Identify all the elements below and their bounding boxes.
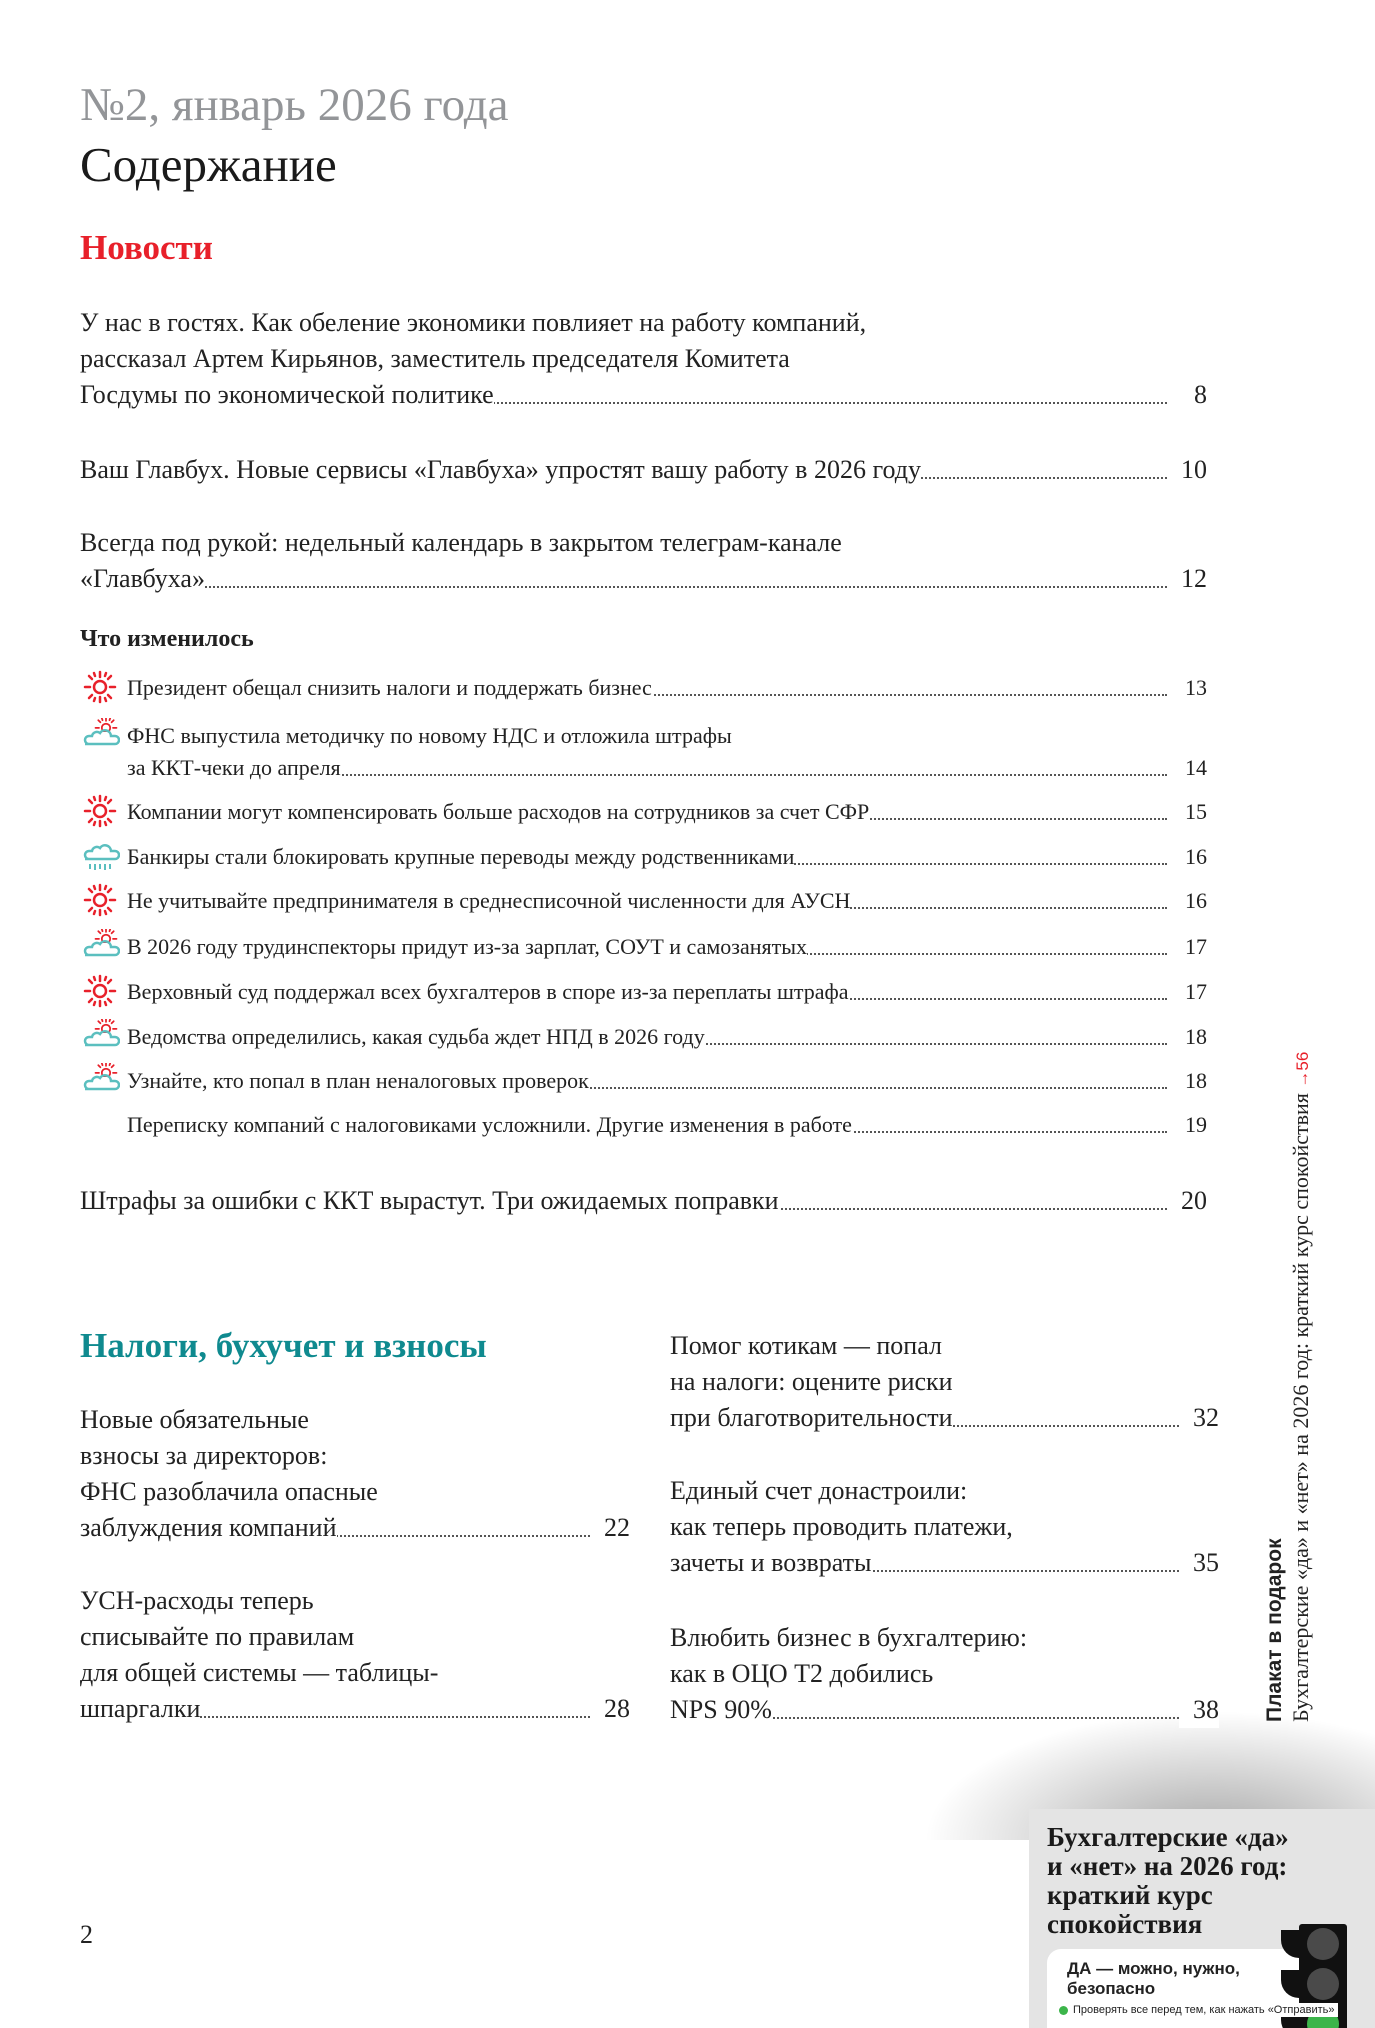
- entry-title: Ведомства определились, какая судьба жде…: [127, 1024, 705, 1049]
- toc-entry[interactable]: Верховный суд поддержал всех бухгалтеров…: [127, 976, 1207, 1008]
- toc-entry[interactable]: Президент обещал снизить налоги и поддер…: [127, 672, 1207, 704]
- entry-page: 32: [1179, 1400, 1219, 1436]
- toc-entry[interactable]: Новые обязательные взносы за директоров:…: [80, 1402, 630, 1546]
- dot-leader: [127, 1087, 1167, 1089]
- entry-page: 15: [1171, 796, 1207, 828]
- partly-cloudy-icon: [80, 1019, 120, 1049]
- subsection-heading-changed: Что изменилось: [80, 626, 254, 652]
- entry-page: 8: [1180, 377, 1207, 413]
- rain-cloud-icon: [83, 844, 120, 870]
- sun-icon: [83, 883, 117, 917]
- toc-entry[interactable]: Единый счет донастроили: как теперь пров…: [670, 1473, 1219, 1581]
- toc-entry[interactable]: Банкиры стали блокировать крупные перево…: [127, 841, 1207, 873]
- entry-page: 18: [1171, 1021, 1207, 1053]
- entry-title: Не учитывайте предпринимателя в среднесп…: [127, 888, 851, 913]
- sun-icon: [83, 794, 117, 828]
- page-title: Содержание: [80, 137, 337, 192]
- sun-icon: [83, 974, 117, 1008]
- toc-entry[interactable]: ФНС выпустила методичку по новому НДС и …: [127, 720, 1207, 784]
- poster-title: Бухгалтерские «да» и «нет» на 2026 год: …: [1047, 1822, 1289, 1939]
- poster-item: Проверять все перед тем, как нажать «Отп…: [1059, 2003, 1339, 2017]
- poster-teaser-page-ref[interactable]: →56: [1293, 1051, 1312, 1088]
- entry-page: 17: [1171, 976, 1207, 1008]
- toc-entry[interactable]: УСН-расходы теперь списывайте по правила…: [80, 1583, 630, 1727]
- toc-entry[interactable]: В 2026 году трудинспекторы придут из-за …: [127, 931, 1207, 963]
- entry-page: 14: [1171, 752, 1207, 784]
- dot-leader: [127, 774, 1167, 776]
- entry-page: 35: [1179, 1545, 1219, 1581]
- toc-entry[interactable]: Влюбить бизнес в бухгалтерию: как в ОЦО …: [670, 1620, 1219, 1728]
- entry-title: Компании могут компенсировать больше рас…: [127, 799, 870, 824]
- toc-entry[interactable]: Узнайте, кто попал в план неналоговых пр…: [127, 1065, 1207, 1097]
- entry-page: 13: [1171, 672, 1207, 704]
- entry-page: 18: [1171, 1065, 1207, 1097]
- section-heading-taxes: Налоги, бухучет и взносы: [80, 1326, 487, 1365]
- partly-cloudy-icon: [80, 1063, 120, 1093]
- entry-page: 38: [1179, 1692, 1219, 1728]
- toc-entry[interactable]: У нас в гостях. Как обеление экономики п…: [80, 305, 1207, 413]
- dot-leader: [80, 402, 1167, 404]
- toc-entry[interactable]: Штрафы за ошибки с ККТ вырастут. Три ожи…: [80, 1183, 1207, 1219]
- entry-title: Президент обещал снизить налоги и поддер…: [127, 675, 652, 700]
- entry-page: 28: [590, 1691, 630, 1727]
- entry-page: 19: [1171, 1109, 1207, 1141]
- entry-page: 17: [1171, 931, 1207, 963]
- entry-title: Верховный суд поддержал всех бухгалтеров…: [127, 979, 849, 1004]
- dot-leader: [670, 1717, 1179, 1719]
- toc-entry[interactable]: Всегда под рукой: недельный календарь в …: [80, 525, 1207, 597]
- page-number: 2: [80, 1920, 93, 1949]
- poster-teaser-text: Бухгалтерские «да» и «нет» на 2026 год: …: [1288, 1087, 1313, 1722]
- sun-icon: [83, 670, 117, 704]
- dot-leader: [80, 1716, 590, 1718]
- entry-title: Помог котикам — попал на налоги: оцените…: [670, 1331, 953, 1432]
- entry-title: Ваш Главбух. Новые сервисы «Главбуха» уп…: [80, 455, 921, 484]
- entry-page: 16: [1171, 885, 1207, 917]
- dot-leader: [670, 1570, 1179, 1572]
- entry-title: УСН-расходы теперь списывайте по правила…: [80, 1586, 439, 1723]
- toc-entry[interactable]: Помог котикам — попал на налоги: оцените…: [670, 1328, 1219, 1436]
- toc-entry[interactable]: Ваш Главбух. Новые сервисы «Главбуха» уп…: [80, 452, 1207, 488]
- entry-page: 12: [1167, 561, 1207, 597]
- entry-title: В 2026 году трудинспекторы придут из-за …: [127, 934, 808, 959]
- dot-leader: [80, 586, 1167, 588]
- poster-teaser[interactable]: Плакат в подарок Бухгалтерские «да» и «н…: [1262, 912, 1314, 1722]
- toc-entry[interactable]: Ведомства определились, какая судьба жде…: [127, 1021, 1207, 1053]
- issue-label: №2, январь 2026 года: [80, 79, 509, 131]
- entry-title: Переписку компаний с налоговиками усложн…: [127, 1112, 852, 1137]
- entry-title: У нас в гостях. Как обеление экономики п…: [80, 308, 867, 409]
- entry-title: Узнайте, кто попал в план неналоговых пр…: [127, 1068, 589, 1093]
- poster-yes-heading: ДА — можно, нужно, безопасно: [1067, 1959, 1240, 1998]
- poster-preview[interactable]: Бухгалтерские «да» и «нет» на 2026 год: …: [1029, 1809, 1375, 2028]
- entry-title: Всегда под рукой: недельный календарь в …: [80, 528, 842, 593]
- partly-cloudy-icon: [80, 929, 120, 959]
- entry-title: Банкиры стали блокировать крупные перево…: [127, 844, 795, 869]
- entry-page: 20: [1167, 1183, 1207, 1219]
- entry-page: 10: [1167, 452, 1207, 488]
- toc-entry[interactable]: Компании могут компенсировать больше рас…: [127, 796, 1207, 828]
- entry-title: Штрафы за ошибки с ККТ вырастут. Три ожи…: [80, 1186, 779, 1215]
- entry-title: ФНС выпустила методичку по новому НДС и …: [127, 723, 732, 780]
- entry-page: 22: [590, 1510, 630, 1546]
- section-heading-news: Новости: [80, 228, 213, 267]
- entry-title: Новые обязательные взносы за директоров:…: [80, 1405, 378, 1542]
- poster-teaser-label: Плакат в подарок: [1263, 1538, 1286, 1722]
- partly-cloudy-icon: [80, 718, 120, 748]
- toc-entry[interactable]: Переписку компаний с налоговиками усложн…: [127, 1109, 1207, 1141]
- toc-entry[interactable]: Не учитывайте предпринимателя в среднесп…: [127, 885, 1207, 917]
- entry-page: 16: [1171, 841, 1207, 873]
- entry-title: Единый счет донастроили: как теперь пров…: [670, 1476, 1013, 1577]
